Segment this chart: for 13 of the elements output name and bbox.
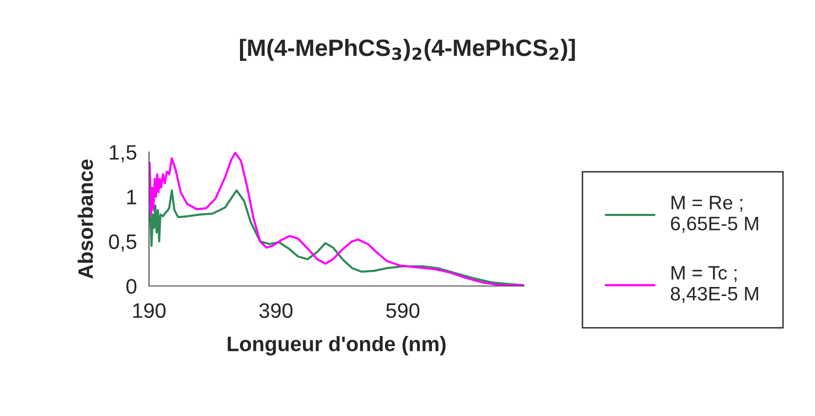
chart-title: [M(4-MePhCS$_{3}$)$_{2}$(4-MePhCS$_{2}$)] (240, 38, 575, 61)
line-series (149, 152, 524, 286)
x-axis-title: Longueur d'onde (nm) (228, 336, 446, 356)
y-tick-label: 1 (127, 190, 136, 204)
legend-label: M = Tc ; 8,43E-5 M (670, 266, 758, 303)
legend-label: M = Re ; 6,65E-5 M (670, 196, 758, 233)
y-tick-label: 1,5 (110, 145, 136, 162)
x-tick-label: 390 (259, 303, 292, 318)
x-tick-label: 590 (386, 303, 420, 318)
y-tick-label: 0 (126, 279, 136, 294)
y-tick-label: 0,5 (109, 234, 136, 252)
x-tick-label: 190 (133, 303, 166, 318)
y-axis-title: Absorbance (78, 160, 94, 279)
